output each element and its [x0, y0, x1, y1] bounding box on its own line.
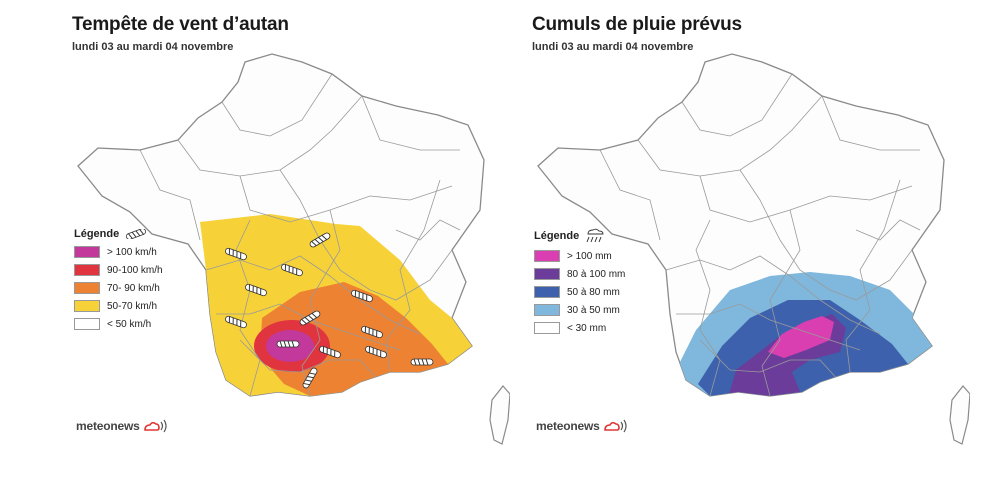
brand-name: meteonews	[76, 419, 140, 433]
map-subtitle: lundi 03 au mardi 04 novembre	[72, 41, 234, 53]
legend-swatch	[74, 264, 100, 276]
legend-item: 50 à 80 mm	[534, 284, 684, 300]
wind-marker	[245, 283, 267, 297]
map-subtitle: lundi 03 au mardi 04 novembre	[532, 41, 694, 53]
map-title: Tempête de vent d’autan	[72, 14, 289, 35]
meteonews-logo: meteonews	[76, 418, 168, 434]
map-title: Cumuls de pluie prévus	[532, 14, 742, 35]
wind-marker	[319, 345, 341, 359]
wind-marker	[309, 232, 331, 248]
legend-title: Légende	[534, 228, 684, 244]
corsica	[489, 385, 510, 445]
legend-label: 30 à 50 mm	[567, 304, 620, 316]
legend-swatch	[534, 250, 560, 262]
legend-swatch	[534, 322, 560, 334]
legend-item: 90-100 km/h	[74, 262, 224, 278]
signal-cloud-icon	[603, 419, 627, 433]
legend-title-text: Légende	[74, 228, 120, 240]
brand-name: meteonews	[536, 419, 600, 433]
legend-item: < 50 km/h	[74, 316, 224, 332]
corsica	[949, 385, 970, 445]
legend-item: > 100 mm	[534, 248, 684, 264]
wind-zones	[200, 214, 472, 396]
legend-item: > 100 km/h	[74, 244, 224, 260]
legend-label: 50-70 km/h	[107, 300, 158, 312]
legend-label: > 100 mm	[567, 250, 612, 262]
rain-zones	[670, 272, 932, 396]
legend-label: 70- 90 km/h	[107, 282, 160, 294]
legend-label: 90-100 km/h	[107, 264, 163, 276]
legend-label: 80 à 100 mm	[567, 268, 626, 280]
legend-title-text: Légende	[534, 230, 580, 242]
rain-map	[537, 53, 970, 445]
legend-item: 80 à 100 mm	[534, 266, 684, 282]
wind-marker	[299, 310, 321, 326]
legend-label: < 30 mm	[567, 322, 607, 334]
wind-marker	[302, 367, 318, 389]
wind-marker	[225, 247, 247, 261]
wind-icon	[126, 229, 147, 239]
wind-marker	[351, 289, 373, 303]
legend-swatch	[74, 300, 100, 312]
legend-swatch	[534, 286, 560, 298]
legend-label: < 50 km/h	[107, 318, 152, 330]
wind-marker	[361, 325, 383, 339]
legend-item: < 30 mm	[534, 320, 684, 336]
legend-title: Légende	[74, 228, 224, 240]
legend-swatch	[534, 268, 560, 280]
legend-swatch	[74, 318, 100, 330]
legend-label: 50 à 80 mm	[567, 286, 620, 298]
wind-marker	[410, 358, 434, 366]
legend-item: 30 à 50 mm	[534, 302, 684, 318]
rain-map-panel: Cumuls de pluie prévus lundi 03 au mardi…	[500, 0, 970, 481]
legend-item: 70- 90 km/h	[74, 280, 224, 296]
department-borders	[599, 73, 921, 396]
wind-marker	[276, 340, 300, 348]
wind-marker	[365, 345, 387, 359]
legend-swatch	[74, 282, 100, 294]
legend-swatch	[534, 304, 560, 316]
rain-legend: Légende > 100 mm 80 à 100 mm 50 à 80 mm …	[534, 228, 684, 338]
wind-markers	[225, 232, 434, 389]
wind-map-panel: Tempête de vent d’autan lundi 03 au mard…	[40, 0, 510, 481]
wind-legend: Légende > 100 km/h 90-100 km/h 70- 90 km…	[74, 228, 224, 334]
legend-label: > 100 km/h	[107, 246, 157, 258]
rain-icon	[586, 228, 604, 243]
wind-marker	[225, 315, 247, 329]
signal-cloud-icon	[143, 419, 167, 433]
zone-over-100	[768, 316, 834, 358]
meteonews-logo: meteonews	[536, 418, 628, 434]
wind-marker	[281, 263, 303, 277]
legend-swatch	[74, 246, 100, 258]
wind-map	[77, 53, 510, 445]
legend-item: 50-70 km/h	[74, 298, 224, 314]
